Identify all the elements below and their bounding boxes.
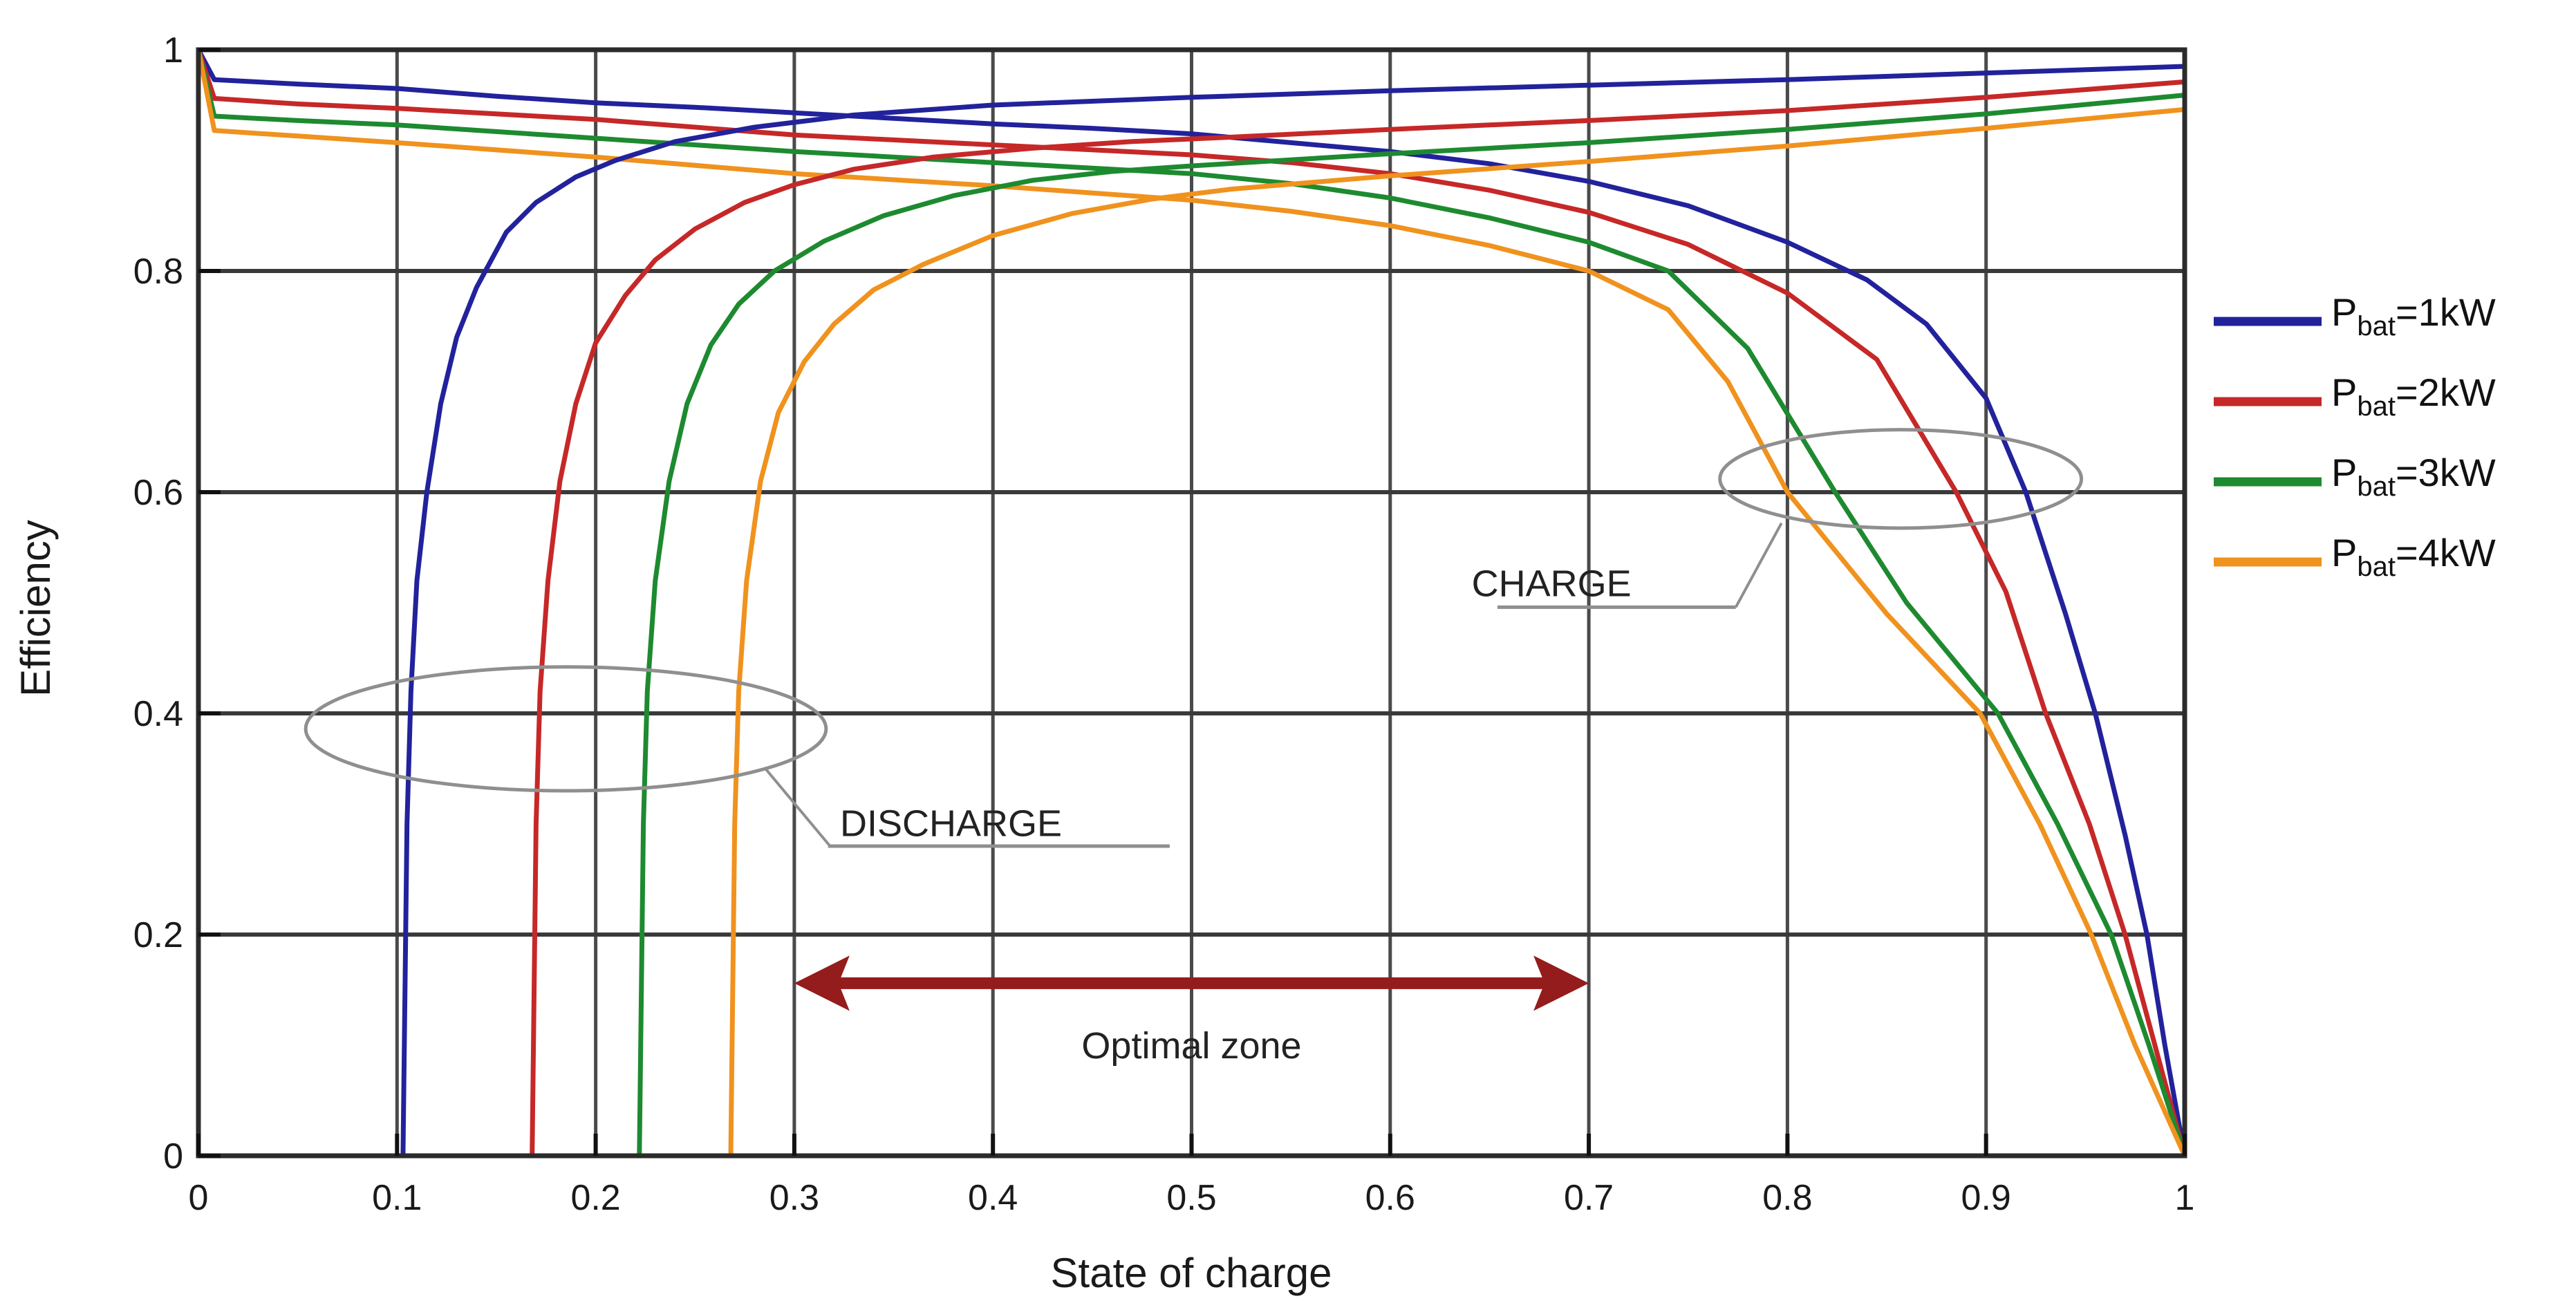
legend-label: Pbat=3kW: [2331, 451, 2496, 502]
discharge-leader-line: [763, 767, 832, 847]
series-charge-1kw: [196, 47, 2187, 1159]
x-tick-label: 0.5: [1166, 1178, 1216, 1218]
series-discharge-4kw: [728, 106, 2187, 1159]
charge-leader-line: [1734, 522, 1783, 608]
x-axis-title: State of charge: [1051, 1250, 1332, 1296]
y-tick-label: 0: [163, 1136, 183, 1177]
legend: Pbat=1kW Pbat=2kW Pbat=3kW Pbat=4kW: [2214, 290, 2496, 582]
y-tick-label: 1: [163, 30, 183, 71]
discharge-label: DISCHARGE: [840, 803, 1062, 845]
data-series: [196, 47, 2187, 1159]
y-tick-label: 0.4: [133, 694, 183, 734]
optimal-zone-label: Optimal zone: [1081, 1025, 1301, 1067]
x-tick-label: 0.4: [968, 1178, 1018, 1218]
charge-label: CHARGE: [1472, 563, 1632, 604]
legend-label: Pbat=4kW: [2331, 531, 2496, 582]
y-axis-title: Efficiency: [12, 520, 59, 697]
legend-label: Pbat=1kW: [2331, 290, 2496, 341]
x-tick-label: 0.1: [372, 1178, 422, 1218]
y-tick-label: 0.6: [133, 473, 183, 513]
gridlines: [198, 50, 2185, 1156]
x-tick-label: 0.8: [1762, 1178, 1812, 1218]
x-tick-label: 0.7: [1564, 1178, 1614, 1218]
charge-ellipse: [1718, 428, 2084, 530]
annotations: DISCHARGE CHARGE Optimal zone: [304, 428, 2084, 1067]
optimal-zone-arrowhead-left: [794, 955, 850, 1011]
y-tick-label: 0.8: [133, 252, 183, 292]
x-tick-label: 0.9: [1961, 1178, 2011, 1218]
x-tick-label: 1: [2175, 1178, 2195, 1218]
x-tick-label: 0.2: [570, 1178, 620, 1218]
series-charge-3kw: [196, 47, 2187, 1159]
discharge-ellipse: [304, 665, 828, 793]
series-charge-2kw: [196, 47, 2187, 1159]
y-tick-label: 0.2: [133, 915, 183, 955]
x-tick-label: 0.6: [1365, 1178, 1415, 1218]
series-discharge-1kw: [400, 64, 2187, 1159]
optimal-zone-arrowhead-right: [1533, 955, 1589, 1011]
axis-ticks: 0 0.1 0.2 0.3 0.4 0.5 0.6 0.7 0.8 0.9 1 0 0.2 0.4 0.6 0…: [133, 30, 2195, 1218]
legend-label: Pbat=2kW: [2331, 371, 2496, 422]
series-discharge-3kw: [637, 93, 2187, 1159]
x-tick-label: 0: [189, 1178, 209, 1218]
series-charge-4kw: [196, 47, 2187, 1159]
x-tick-label: 0.3: [769, 1178, 819, 1218]
series-discharge-2kw: [530, 79, 2187, 1159]
